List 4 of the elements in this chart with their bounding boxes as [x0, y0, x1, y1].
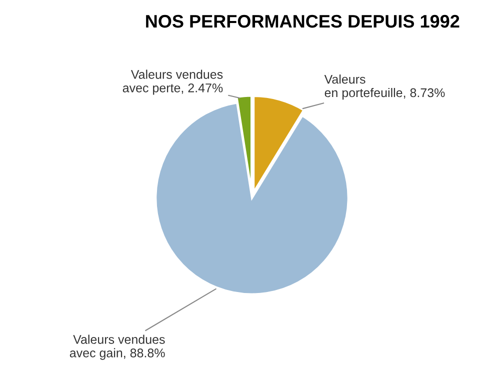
chart-title: NOS PERFORMANCES DEPUIS 1992	[146, 14, 460, 28]
slice-label: Valeurs en portefeuille, 8.73%	[324, 74, 445, 100]
slice-label: Valeurs vendues avec gain, 88.8%	[70, 334, 165, 360]
slice-label: Valeurs vendues avec perte, 2.47%	[122, 70, 223, 95]
